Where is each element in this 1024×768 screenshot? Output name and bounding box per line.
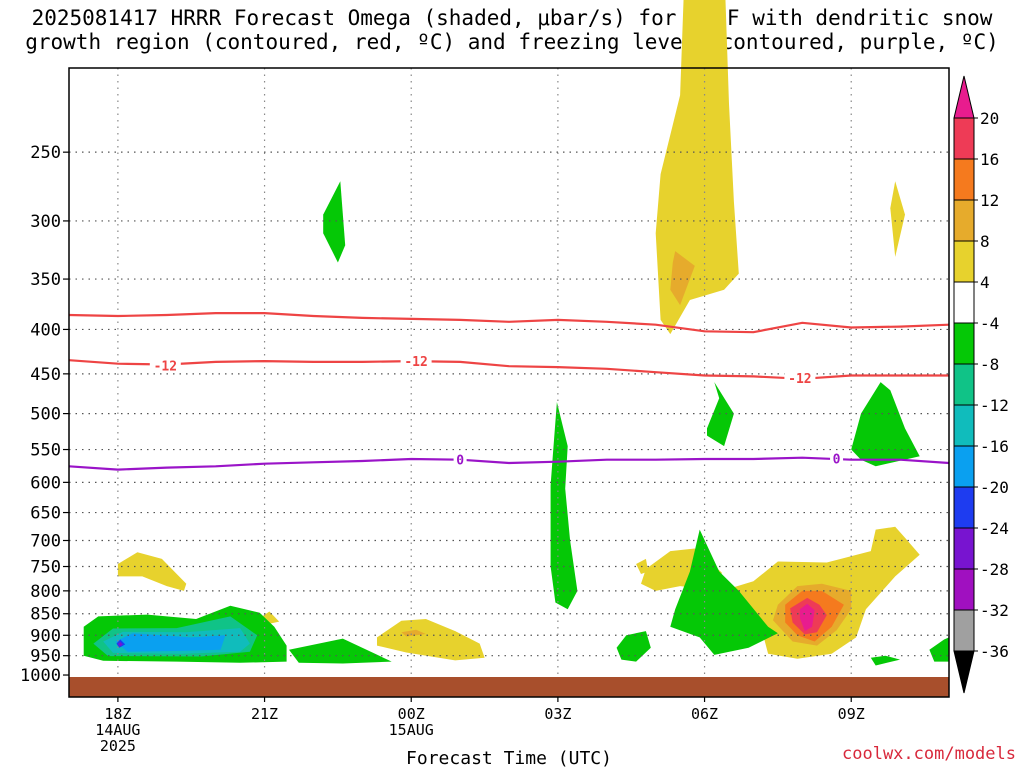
y-tick-label: 250 (30, 143, 61, 163)
contour-label: -12 (788, 372, 811, 387)
y-tick-label: 900 (30, 626, 61, 646)
x-tick-label: 15AUG (389, 721, 434, 739)
colorbar-band (953, 568, 975, 611)
colorbar-band (953, 527, 975, 570)
omega-region-neg4-18 (616, 631, 651, 662)
contour-label-bg (830, 450, 844, 466)
colorbar-band (953, 281, 975, 324)
colorbar-bottom-arrow (953, 650, 975, 694)
y-tick-label: 350 (30, 270, 61, 290)
colorbar-label: -12 (980, 396, 1009, 415)
colorbar-label: -36 (980, 642, 1009, 661)
omega-region-4-6 (890, 181, 905, 257)
y-tick-label: 700 (30, 531, 61, 551)
contour-line-neg12 (68, 359, 949, 380)
omega-region-neg4-15 (323, 181, 346, 263)
colorbar-band (953, 199, 975, 242)
omega-region-neg4-17 (670, 529, 778, 655)
colorbar-band (953, 445, 975, 488)
contour-label-bg (149, 357, 181, 373)
colorbar-label: -20 (980, 478, 1009, 497)
omega-shading-layer (83, 0, 949, 666)
colorbar-label: -16 (980, 437, 1009, 456)
y-tick-label: 500 (30, 405, 61, 425)
omega-region-neg4-22 (929, 637, 949, 662)
omega-region-4-5 (655, 0, 739, 335)
omega-region-20-12 (799, 603, 815, 632)
x-tick-label: 03Z (544, 705, 571, 723)
colorbar-band (953, 363, 975, 406)
contour-label-bg (784, 370, 816, 386)
colorbar-label: 20 (980, 109, 999, 128)
contour-label-bg (453, 451, 467, 467)
x-tick-label: 21Z (251, 705, 278, 723)
ground-strip (69, 677, 949, 697)
colorbar-top-arrow (953, 75, 975, 119)
contour-label: 0 (833, 452, 841, 467)
omega-region-neg4-21 (870, 655, 901, 666)
colorbar-band (953, 322, 975, 365)
colorbar-label: -28 (980, 560, 1009, 579)
x-tick-label: 06Z (691, 705, 718, 723)
omega-region-neg4-14 (289, 638, 392, 664)
contour-label: -12 (404, 355, 427, 370)
colorbar-label: 8 (980, 232, 990, 251)
omega-region-8-7 (670, 251, 695, 306)
contour-label-bg (400, 353, 432, 369)
colorbar-label: -32 (980, 601, 1009, 620)
y-tick-label: 800 (30, 582, 61, 602)
colorbar-label: -8 (980, 355, 999, 374)
y-tick-label: 450 (30, 365, 61, 385)
x-tick-label: 2025 (100, 737, 136, 755)
colorbar-band (953, 117, 975, 160)
plot-frame (68, 67, 950, 698)
x-tick-label: 18Z (104, 705, 131, 723)
colorbar: 20 16 12 8 4 -4 -8 -12 -16 -20 -24 -28 -32 -36 (953, 75, 1009, 694)
contour-label: -12 (154, 359, 177, 374)
y-tick-label: 600 (30, 473, 61, 493)
title-line-2: growth region (contoured, red, ºC) and f… (25, 30, 999, 54)
omega-region-neg24-27 (117, 641, 123, 647)
x-tick-label: 09Z (838, 705, 865, 723)
y-tick-label: 650 (30, 504, 61, 524)
colorbar-band (953, 609, 975, 652)
colorbar-band (953, 158, 975, 201)
omega-region-4-2 (377, 619, 485, 661)
x-axis-label: Forecast Time (UTC) (406, 748, 612, 768)
y-tick-label: 400 (30, 320, 61, 340)
contour-line-0 (68, 456, 950, 471)
x-tick-label: 00Z (398, 705, 425, 723)
contour-layer (68, 312, 950, 471)
colorbar-label: 16 (980, 150, 999, 169)
contour-label-layer: -12 -12 -12 0 0 (149, 353, 844, 469)
colorbar-band (953, 404, 975, 447)
y-tick-label: 750 (30, 558, 61, 578)
colorbar-label: -24 (980, 519, 1009, 538)
omega-region-4-0 (117, 552, 187, 591)
colorbar-label: 12 (980, 191, 999, 210)
omega-region-neg16-25 (115, 633, 226, 652)
contour-line-neg10 (68, 312, 950, 334)
colorbar-band (953, 486, 975, 529)
grid-layer (69, 68, 949, 697)
y-tick-label: 950 (30, 647, 61, 667)
y-tick-label: 1000 (20, 666, 61, 686)
y-tick-label: 850 (30, 605, 61, 625)
omega-region-neg4-16 (550, 402, 578, 610)
credit-text: coolwx.com/models (842, 744, 1016, 764)
colorbar-band (953, 240, 975, 283)
y-tick-label: 550 (30, 441, 61, 461)
omega-region-neg4-20 (851, 382, 920, 467)
y-axis: 2503003504004505005506006507007508008509… (20, 143, 69, 686)
contour-label: 0 (456, 454, 464, 469)
y-tick-label: 300 (30, 212, 61, 232)
colorbar-label: -4 (980, 314, 999, 333)
colorbar-label: 4 (980, 273, 990, 292)
omega-region-4-3 (641, 526, 920, 659)
x-tick-label: 14AUG (95, 721, 140, 739)
